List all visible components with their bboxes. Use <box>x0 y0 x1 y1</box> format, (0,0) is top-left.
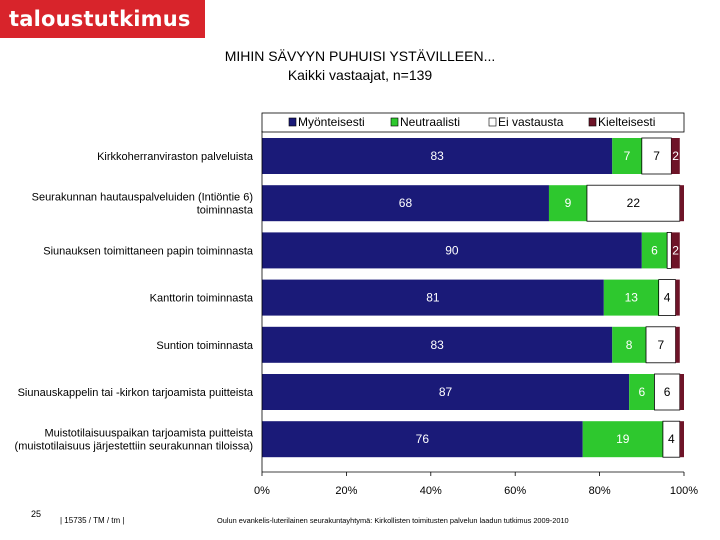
legend-label-0: Myönteisesti <box>298 115 365 129</box>
x-tick-label-4: 80% <box>589 485 611 497</box>
data-label-2-0: 90 <box>445 243 459 257</box>
x-tick-label-5: 100% <box>670 485 698 497</box>
category-label-6-0: Muistotilaisuuspaikan tarjoamista puitte… <box>45 428 254 440</box>
legend-swatch-1 <box>390 117 399 127</box>
category-label-3-0: Kanttorin toiminnasta <box>150 293 254 305</box>
category-label-6-1: (muistotilaisuus järjestettiin seurakunn… <box>15 441 253 453</box>
bar-2-0 <box>262 232 642 269</box>
x-tick-label-3: 60% <box>504 485 526 497</box>
bar-4-2 <box>645 326 676 364</box>
x-tick-label-0: 0% <box>254 485 270 497</box>
footer-code: | 15735 / TM / tm | <box>60 516 125 525</box>
data-label-4-1: 8 <box>626 338 633 352</box>
data-label-4-0: 83 <box>430 338 444 352</box>
data-label-0-2: 7 <box>653 149 660 163</box>
company-logo: taloustutkimus oy <box>0 0 205 69</box>
page-number: 25 <box>31 509 42 519</box>
data-label-2-1: 6 <box>651 243 658 257</box>
bar-0-1 <box>612 138 642 174</box>
x-tick-label-1: 20% <box>335 485 357 497</box>
chart-title: MIHIN SÄVYYN PUHUISI YSTÄVILLEEN... <box>224 48 496 64</box>
bar-2-2 <box>666 231 672 269</box>
data-label-0-1: 7 <box>624 149 631 163</box>
category-label-1-0: Seurakunnan hautauspalveluiden (Intiönti… <box>32 192 253 204</box>
data-label-4-2: 7 <box>657 338 664 352</box>
data-label-3-2: 4 <box>664 291 671 305</box>
legend-swatch-3 <box>588 117 597 127</box>
category-label-2-0: Siunauksen toimittaneen papin toiminnast… <box>43 245 254 257</box>
data-label-6-1: 19 <box>616 432 630 446</box>
bar-0-0 <box>262 138 613 174</box>
bar-2-1 <box>641 232 668 269</box>
category-label-4-0: Suntion toiminnasta <box>156 340 253 352</box>
data-label-3-1: 13 <box>625 291 639 305</box>
bar-4-1 <box>612 326 647 363</box>
data-label-1-0: 68 <box>399 196 413 210</box>
bar-2-3 <box>671 232 680 269</box>
bar-6-0 <box>262 421 583 458</box>
bar-1-1 <box>548 185 587 222</box>
data-label-5-0: 87 <box>439 385 453 399</box>
bar-5-2 <box>654 373 681 411</box>
bar-5-0 <box>262 374 630 410</box>
bar-0-2 <box>641 137 672 175</box>
bar-1-2 <box>586 184 681 222</box>
data-label-5-2: 6 <box>664 385 671 399</box>
bar-6-3 <box>679 421 684 458</box>
bar-4-3 <box>675 326 680 363</box>
data-label-1-2: 22 <box>627 196 641 210</box>
data-label-0-0: 83 <box>430 149 444 163</box>
bar-1-0 <box>262 185 549 222</box>
data-label-6-0: 76 <box>416 432 430 446</box>
bar-0-3 <box>671 138 680 174</box>
data-label-2-3: 2 <box>672 243 679 257</box>
legend-box <box>261 112 685 133</box>
x-tick-label-2: 40% <box>420 485 442 497</box>
bar-3-3 <box>675 279 680 316</box>
legend-label-1: Neutraalisti <box>400 115 460 129</box>
bar-3-0 <box>262 279 604 316</box>
category-label-1-1: toiminnasta <box>197 205 254 217</box>
data-label-0-3: 2 <box>672 149 679 163</box>
bar-3-1 <box>603 279 659 316</box>
legend-label-2: Ei vastausta <box>498 115 564 129</box>
legend-swatch-0 <box>288 117 297 127</box>
bar-4-0 <box>262 326 613 363</box>
category-label-0-0: Kirkkoherranviraston palveluista <box>97 151 254 163</box>
data-label-5-1: 6 <box>638 385 645 399</box>
category-label-5-0: Siunauskappelin tai -kirkon tarjoamista … <box>18 387 254 399</box>
bar-5-3 <box>679 374 684 410</box>
footer-source: Oulun evankelis-luterilainen seurakuntay… <box>217 516 569 525</box>
bar-5-1 <box>629 374 655 410</box>
chart-subtitle: Kaikki vastaajat, n=139 <box>287 67 433 83</box>
data-label-6-2: 4 <box>668 432 675 446</box>
legend-label-3: Kielteisesti <box>598 115 655 129</box>
bar-6-1 <box>582 421 663 458</box>
bar-1-3 <box>679 185 684 222</box>
data-label-1-1: 9 <box>565 196 572 210</box>
data-label-3-0: 81 <box>426 291 440 305</box>
legend-swatch-2 <box>488 117 497 127</box>
